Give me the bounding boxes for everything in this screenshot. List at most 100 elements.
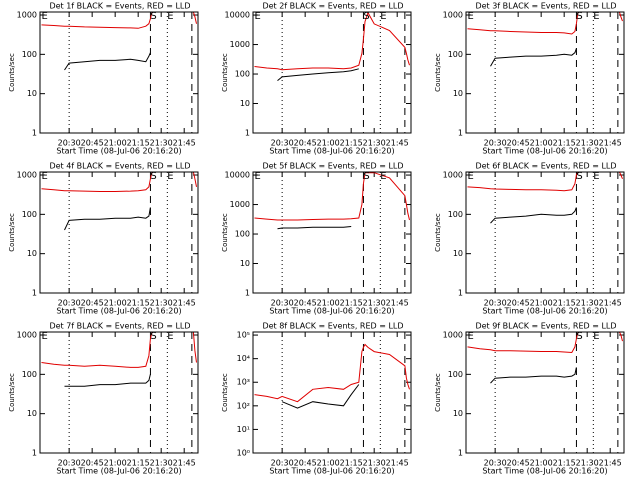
y-tick-label: 1000 [443,11,463,20]
x-tick-label: 20:30 [58,459,81,468]
x-tick-label: 20:45 [294,299,317,308]
y-axis-label: Counts/sec [8,53,16,92]
y-axis-label: Counts/sec [8,373,16,412]
y-axis-label: Counts/sec [434,53,442,92]
y-tick-label: 10⁵ [237,331,250,340]
y-tick-label: 100 [22,50,37,59]
y-tick-label: 10 [453,89,463,98]
annotation: E [467,171,473,182]
annotation: S [576,171,582,182]
x-tick-label: 21:45 [599,459,622,468]
x-tick-label: 21:15 [553,459,576,468]
panel-title: Det 8f BLACK = Events, RED = LLD [262,322,403,331]
panel-title: Det 1f BLACK = Events, RED = LLD [49,2,190,11]
series-line [41,171,197,192]
annotation: E [380,171,386,182]
x-tick-label: 21:30 [150,299,173,308]
x-tick-label: 21:15 [340,139,363,148]
y-tick-label: 1 [32,449,37,458]
plot-frame [252,171,412,294]
x-axis-label: Start Time (08-Jul-06 20:16:20) [482,147,607,156]
x-tick-label: 21:15 [553,139,576,148]
x-axis-label: Start Time (08-Jul-06 20:16:20) [56,467,181,476]
series-line [490,48,577,67]
x-tick-label: 21:45 [173,459,196,468]
x-tick-label: 20:45 [507,139,530,148]
y-tick-label: 10000 [225,171,250,180]
y-tick-label: 1 [458,129,463,138]
panel-title: Det 5f BLACK = Events, RED = LLD [262,162,403,171]
annotation: E [41,171,47,182]
y-axis-label: Counts/sec [434,373,442,412]
y-tick-label: 10 [453,249,463,258]
y-tick-label: 10 [27,409,37,418]
y-axis-label: Counts/sec [8,213,16,252]
series-line [490,207,577,224]
x-tick-label: 20:30 [271,459,294,468]
x-tick-label: 21:30 [576,139,599,148]
annotation: E [254,11,260,22]
y-tick-label: 1000 [443,171,463,180]
x-tick-label: 20:30 [58,299,81,308]
x-tick-label: 21:00 [104,139,127,148]
panel-title: Det 7f BLACK = Events, RED = LLD [49,322,190,331]
y-tick-label: 1000 [17,11,37,20]
series-line [467,171,623,192]
panel-title: Det 3f BLACK = Events, RED = LLD [475,2,616,11]
series-line [64,207,151,231]
annotation: E [41,11,47,22]
annotation: E [41,331,47,342]
x-tick-label: 20:45 [81,139,104,148]
y-tick-label: 10 [27,89,37,98]
plot-frame [252,11,412,134]
annotation: S [363,11,369,22]
x-tick-label: 21:45 [599,299,622,308]
series-line [490,367,577,384]
y-tick-label: 10000 [225,11,250,20]
y-tick-label: 1 [458,449,463,458]
y-tick-label: 10 [240,259,250,268]
x-tick-label: 21:15 [340,299,363,308]
x-tick-label: 21:30 [363,459,386,468]
x-tick-label: 20:45 [81,459,104,468]
y-tick-label: 1 [32,289,37,298]
annotation: E [467,331,473,342]
x-tick-label: 20:30 [58,139,81,148]
annotation: E [167,171,173,182]
series-line [41,11,197,29]
x-tick-label: 21:15 [127,299,150,308]
series-line [41,331,197,368]
x-tick-label: 20:45 [81,299,104,308]
y-tick-label: 10 [453,409,463,418]
annotation: S [150,11,156,22]
x-tick-label: 20:30 [484,459,507,468]
y-tick-label: 1000 [443,331,463,340]
x-tick-label: 21:45 [599,139,622,148]
annotation: S [363,171,369,182]
x-tick-label: 21:45 [173,299,196,308]
x-tick-label: 20:30 [484,139,507,148]
x-tick-label: 20:30 [271,139,294,148]
plot-frame [465,11,625,134]
x-tick-label: 21:00 [104,459,127,468]
y-tick-label: 10 [27,249,37,258]
y-tick-label: 1000 [230,40,250,49]
series-line [467,11,623,35]
x-tick-label: 21:15 [553,299,576,308]
x-axis-label: Start Time (08-Jul-06 20:16:20) [269,307,394,316]
plot-frame [465,171,625,294]
x-axis-label: Start Time (08-Jul-06 20:16:20) [269,147,394,156]
y-tick-label: 10¹ [237,425,250,434]
x-tick-label: 21:45 [386,299,409,308]
y-tick-label: 1000 [17,331,37,340]
x-tick-label: 21:45 [386,139,409,148]
annotation: E [254,171,260,182]
series-line [64,374,151,387]
x-tick-label: 21:00 [317,139,340,148]
y-tick-label: 10⁰ [237,449,250,458]
x-axis-label: Start Time (08-Jul-06 20:16:20) [56,307,181,316]
annotation: E [593,331,599,342]
annotation: S [576,331,582,342]
